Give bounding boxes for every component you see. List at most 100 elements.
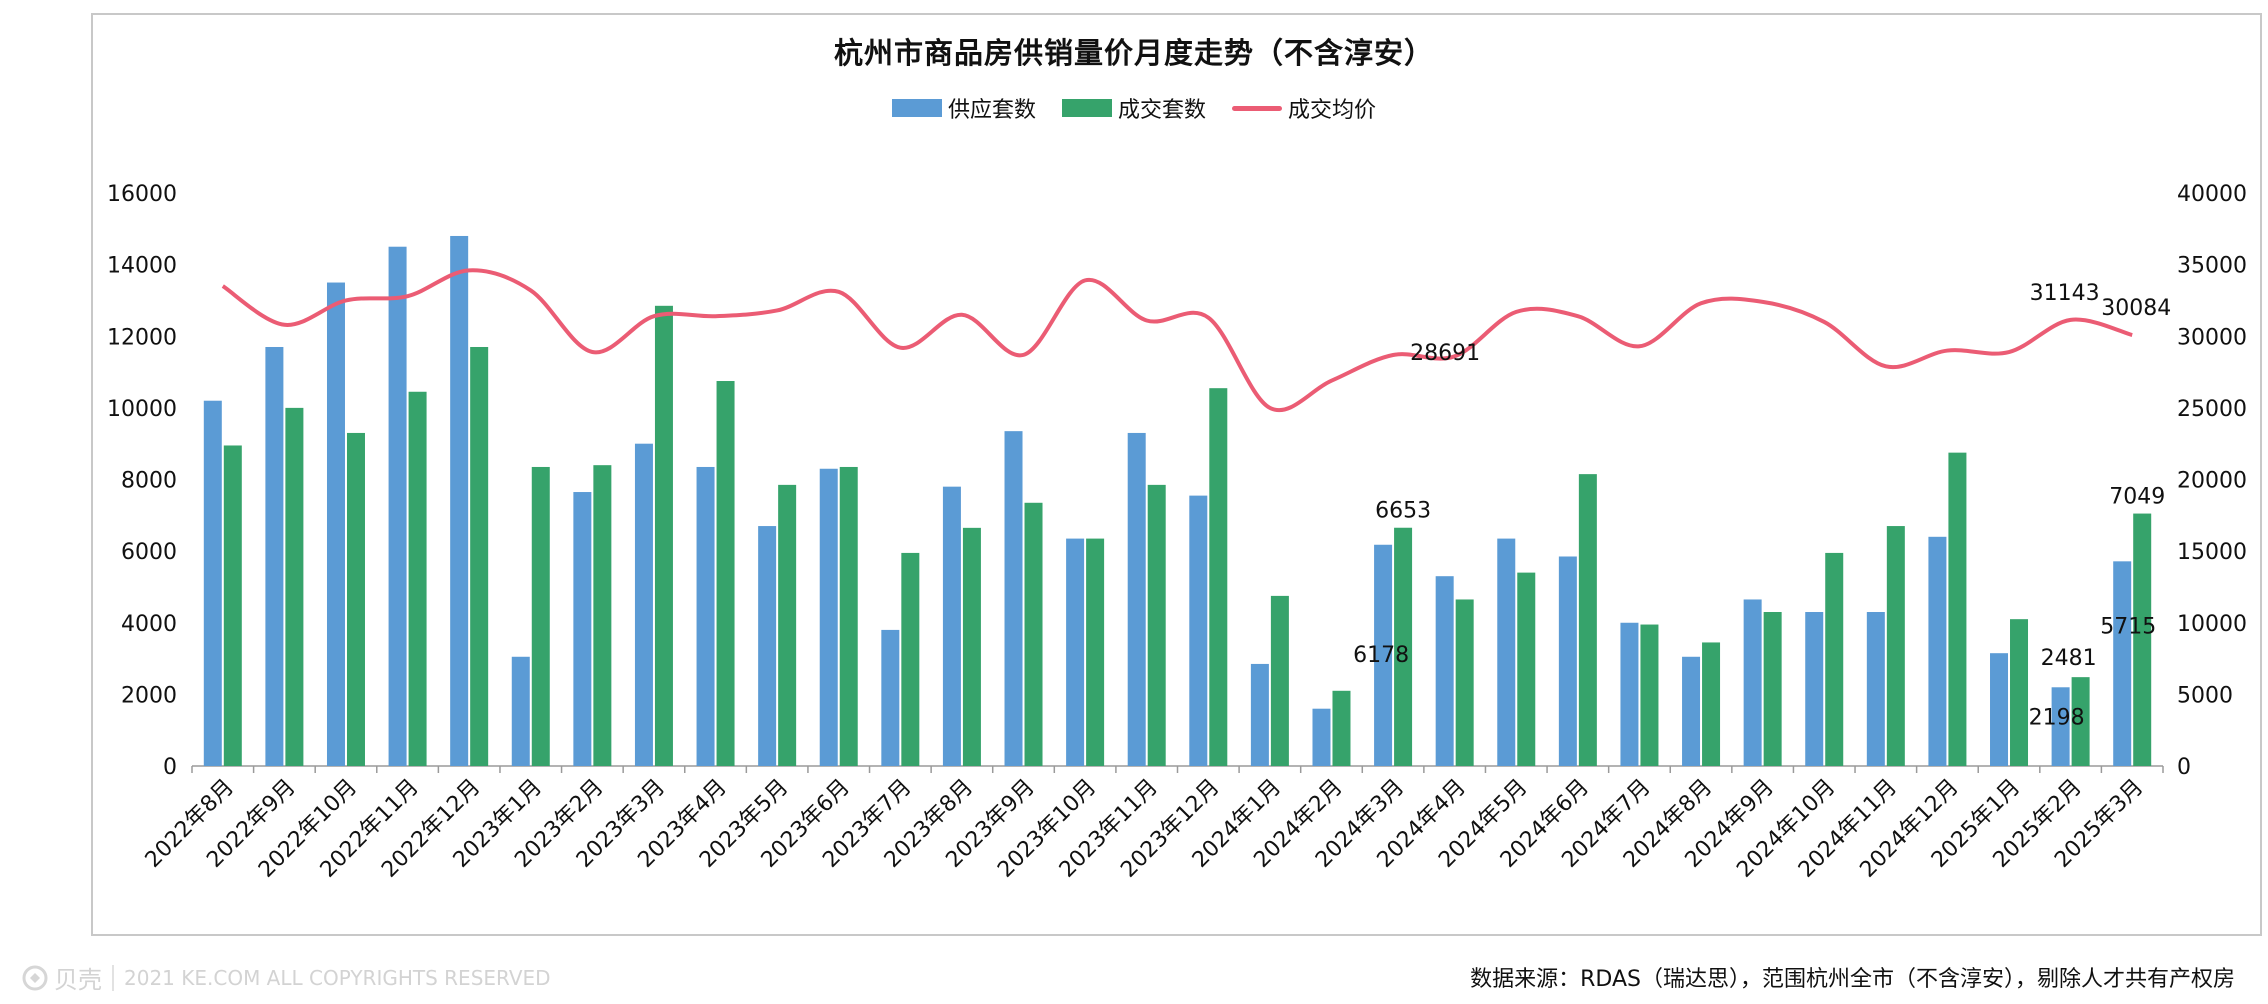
y-right-tick-label: 30000 [2177,325,2247,350]
y-right-tick-label: 15000 [2177,540,2247,565]
bar-deal [1886,526,1905,766]
bar-deal [901,552,920,766]
bar-supply [1312,708,1331,766]
bar-deal [1270,595,1289,766]
bar-deal [1024,502,1043,766]
y-left-tick-label: 4000 [121,612,177,637]
legend-swatch-supply [891,99,942,117]
bar-deal [346,432,365,766]
data-label-supply: 2198 [2029,705,2085,730]
bar-deal [1394,527,1413,766]
bar-supply [1497,538,1516,766]
bar-supply [819,468,838,766]
bar-supply [1805,612,1824,766]
bar-supply [1374,544,1393,766]
data-label-supply: 6178 [1353,643,1409,668]
y-right-tick-label: 0 [2177,755,2191,780]
bar-deal [408,391,427,766]
chart-frame [91,13,2262,936]
bar-supply [942,486,961,766]
data-source-note: 数据来源：RDAS（瑞达思），范围杭州全市（不含淳安），剔除人才共有产权房 [1470,967,2235,992]
chart-legend: 供应套数 成交套数 成交均价 [0,92,2268,124]
bar-supply [1435,576,1454,766]
data-label-price: 31143 [2030,281,2100,306]
bar-deal [1517,572,1536,766]
bar-deal [2010,619,2029,766]
bar-supply [696,466,715,766]
y-left-tick-label: 6000 [121,540,177,565]
bar-supply [1620,622,1639,766]
legend-item-price: 成交均价 [1232,92,1376,124]
y-left-tick-label: 0 [163,755,177,780]
bar-deal [1578,474,1597,766]
bar-deal [1332,690,1351,766]
bar-deal [1825,552,1844,766]
data-label-price: 28691 [1410,341,1480,366]
bar-supply [1250,663,1269,766]
bar-supply [326,282,345,766]
copyright-text: 2021 KE.COM ALL COPYRIGHTS RESERVED [124,965,551,990]
y-right-tick-label: 40000 [2177,182,2247,207]
bar-supply [1189,495,1208,766]
data-label-deal: 2481 [2041,646,2097,671]
bar-supply [1866,612,1885,766]
y-left-tick-label: 8000 [121,469,177,494]
legend-label-supply: 供应套数 [947,98,1036,123]
bar-supply [1066,538,1085,766]
bar-deal [1086,538,1105,766]
bar-deal [1948,452,1967,766]
bar-deal [1147,484,1166,766]
shell-logo-icon: 贝壳 [22,960,102,995]
y-left-tick-label: 16000 [107,182,177,207]
y-left-tick-label: 14000 [107,254,177,279]
bar-supply [1004,431,1023,766]
bar-supply [1743,599,1762,766]
bar-deal [1455,599,1474,766]
y-left-tick-label: 2000 [121,683,177,708]
bar-deal [1702,642,1721,766]
legend-label-deal: 成交套数 [1117,98,1206,123]
bar-supply [881,629,900,766]
legend-swatch-price [1232,105,1282,111]
bar-supply [634,443,653,766]
y-right-tick-label: 25000 [2177,397,2247,422]
bar-deal [285,407,304,766]
bar-supply [1127,432,1146,766]
line-price [221,268,2133,412]
bar-supply [1682,656,1701,766]
bar-deal [716,381,735,766]
bar-supply [511,656,530,766]
legend-item-deal: 成交套数 [1061,92,1206,124]
bar-deal [470,346,489,766]
y-right-tick-label: 35000 [2177,254,2247,279]
bar-supply [450,235,469,767]
bar-deal [1763,612,1782,766]
bar-supply [1928,536,1947,766]
bar-supply [1558,556,1577,766]
bar-deal [654,305,673,766]
data-label-deal: 6653 [1375,499,1431,524]
bar-supply [203,400,222,766]
legend-swatch-deal [1061,99,1112,117]
y-right-tick-label: 10000 [2177,612,2247,637]
y-left-tick-label: 10000 [107,397,177,422]
y-right-tick-label: 20000 [2177,469,2247,494]
bar-deal [962,527,981,766]
data-label-supply: 5715 [2100,614,2156,639]
bar-supply [2051,687,2070,766]
bar-deal [839,466,858,766]
bar-supply [265,346,284,766]
y-left-tick-label: 12000 [107,325,177,350]
bar-supply [2113,561,2132,766]
bar-supply [388,246,407,766]
bar-deal [778,484,797,766]
bar-supply [758,526,777,766]
bar-deal [1640,624,1659,766]
bar-deal [593,465,612,766]
data-label-deal: 7049 [2109,485,2165,510]
data-label-price: 30084 [2101,296,2171,321]
y-right-tick-label: 5000 [2177,683,2233,708]
bar-supply [573,492,592,766]
bar-deal [1209,388,1228,766]
